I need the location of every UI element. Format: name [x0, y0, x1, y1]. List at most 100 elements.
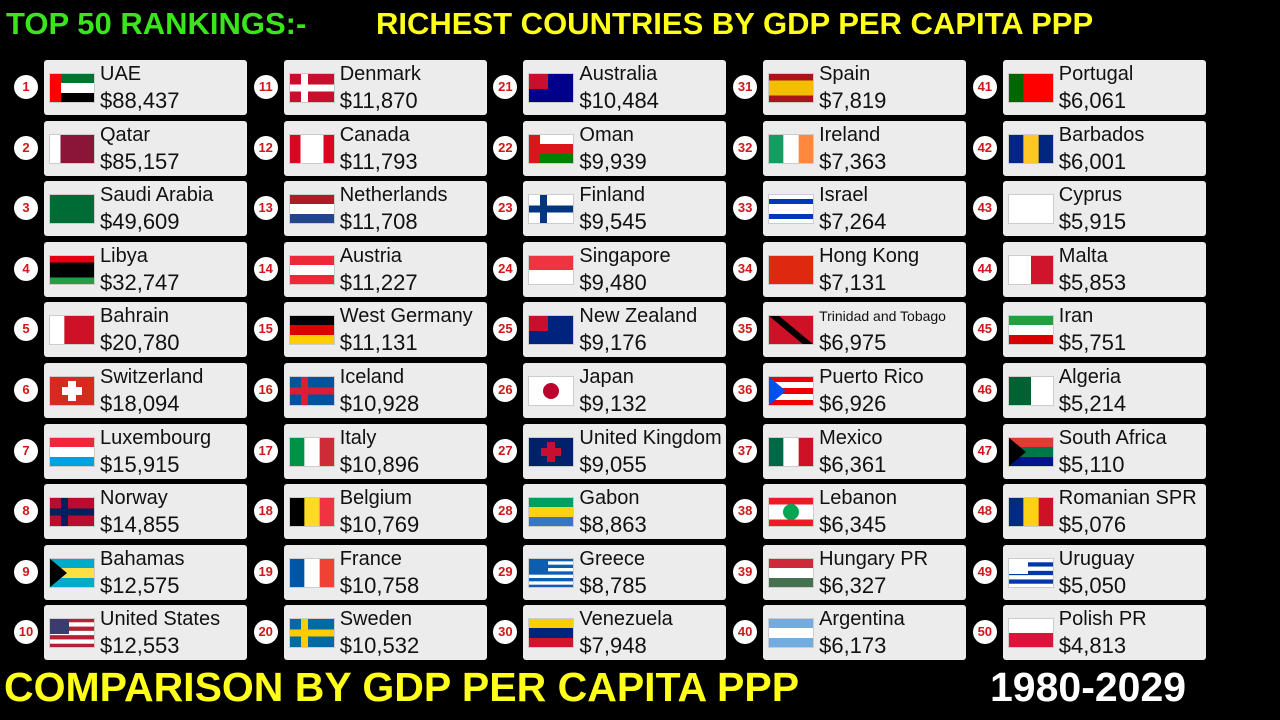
country-name: South Africa: [1058, 426, 1167, 449]
ranking-card: Mexico $6,361: [763, 423, 967, 479]
rank-badge: 22: [493, 135, 518, 160]
flag: [1007, 497, 1054, 528]
country-name: Hungary PR: [819, 547, 929, 570]
flag: [528, 133, 575, 164]
flag: [288, 497, 335, 528]
rank-badge: 49: [972, 559, 997, 584]
country-name: Libya: [100, 244, 148, 267]
gdp-value: $11,870: [339, 88, 418, 113]
flag: [528, 497, 575, 528]
rank-badge: 6: [14, 378, 38, 402]
gdp-value: $7,131: [819, 269, 887, 295]
ranking-card: Malta $5,853: [1002, 241, 1206, 297]
ranking-card: United States $12,553: [44, 605, 247, 661]
rank-badge: 15: [253, 317, 278, 342]
country-name: Malta: [1058, 244, 1108, 267]
country-name: Netherlands: [339, 184, 448, 207]
gdp-value: $49,609: [100, 209, 180, 235]
rank-badge: 13: [253, 196, 278, 221]
country-name: Puerto Rico: [819, 366, 924, 388]
country-name: Romanian SPR: [1058, 487, 1197, 510]
gdp-value: $10,896: [339, 451, 420, 477]
rank-badge: 30: [493, 620, 518, 645]
country-name: Polish PR: [1058, 608, 1147, 631]
rank-badge: 16: [253, 378, 278, 402]
ranking-card: Denmark $11,870: [283, 60, 487, 115]
rank-badge: 35: [733, 317, 758, 342]
flag: [768, 497, 815, 528]
ranking-card: Netherlands $11,708: [283, 181, 487, 237]
gdp-value: $6,345: [819, 512, 887, 538]
ranking-card: Argentina $6,173: [763, 605, 967, 661]
ranking-card: Ireland $7,363: [763, 120, 967, 176]
gdp-value: $11,708: [339, 209, 418, 235]
country-name: Spain: [819, 63, 871, 85]
gdp-value: $15,915: [100, 451, 180, 477]
rank-badge: 42: [972, 135, 997, 160]
ranking-card: France $10,758: [283, 544, 487, 600]
rank-badge: 23: [493, 196, 518, 221]
flag: [768, 254, 815, 285]
ranking-card: Uruguay $5,050: [1002, 544, 1206, 600]
rank-badge: 36: [733, 378, 758, 402]
flag: [49, 73, 95, 103]
flag: [528, 436, 575, 467]
country-name: Algeria: [1058, 366, 1122, 388]
country-name: Sweden: [339, 608, 412, 631]
ranking-card: Iceland $10,928: [283, 363, 487, 418]
rank-badge: 39: [733, 559, 758, 584]
country-name: Finland: [579, 184, 645, 207]
rank-badge: 44: [972, 256, 997, 281]
ranking-card: Bahrain $20,780: [44, 302, 247, 358]
country-name: Australia: [579, 63, 658, 85]
flag: [49, 133, 95, 164]
ranking-card: Polish PR $4,813: [1002, 605, 1206, 661]
country-name: Bahrain: [100, 305, 169, 328]
flag: [768, 557, 815, 588]
rank-badge: 45: [972, 317, 997, 342]
rank-badge: 28: [493, 499, 518, 524]
rank-badge: 37: [733, 438, 758, 463]
ranking-card: Gabon $8,863: [523, 484, 727, 540]
flag: [768, 376, 815, 406]
flag: [1007, 73, 1054, 103]
rank-badge: 8: [14, 499, 38, 524]
ranking-card: Saudi Arabia $49,609: [44, 181, 247, 237]
gdp-value: $5,050: [1058, 572, 1127, 598]
gdp-value: $7,948: [579, 633, 647, 659]
country-name: Cyprus: [1058, 184, 1123, 207]
country-name: Venezuela: [579, 608, 673, 631]
ranking-card: Canada $11,793: [283, 120, 487, 176]
rank-badge: 4: [14, 256, 38, 281]
flag: [528, 194, 575, 225]
rank-badge: 11: [253, 75, 278, 99]
ranking-card: Qatar $85,157: [44, 120, 247, 176]
country-name: Luxembourg: [100, 426, 212, 449]
ranking-card: Israel $7,264: [763, 181, 967, 237]
gdp-value: $14,855: [100, 512, 180, 538]
ranking-card: Switzerland $18,094: [44, 363, 247, 418]
flag: [768, 315, 815, 346]
ranking-card: Hong Kong $7,131: [763, 241, 967, 297]
country-name: Switzerland: [100, 366, 204, 388]
rank-badge: 47: [972, 438, 997, 463]
flag: [768, 133, 815, 164]
gdp-value: $11,131: [339, 330, 418, 356]
rank-badge: 18: [253, 499, 278, 524]
rank-badge: 32: [733, 135, 758, 160]
flag: [528, 73, 575, 103]
gdp-value: $12,553: [100, 633, 180, 659]
country-name: Oman: [579, 123, 634, 146]
header-title-left: TOP 50 RANKINGS:-: [6, 6, 307, 41]
ranking-card: Algeria $5,214: [1002, 363, 1206, 418]
gdp-value: $6,061: [1058, 88, 1127, 113]
ranking-card: Japan $9,132: [523, 363, 727, 418]
country-name: West Germany: [339, 305, 473, 328]
gdp-value: $18,094: [100, 391, 180, 416]
rank-badge: 1: [14, 75, 38, 99]
gdp-value: $5,915: [1058, 209, 1127, 235]
gdp-value: $9,480: [579, 269, 647, 295]
ranking-card: Portugal $6,061: [1002, 60, 1206, 115]
gdp-value: $32,747: [100, 269, 180, 295]
